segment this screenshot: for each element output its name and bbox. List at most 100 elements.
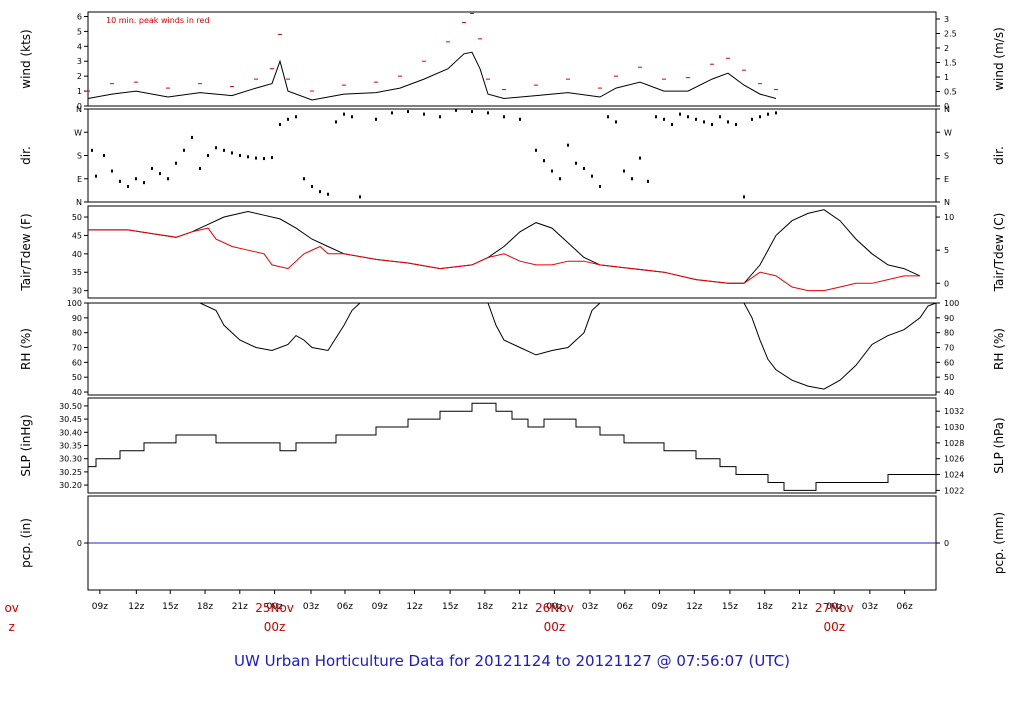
dir-point (575, 161, 577, 165)
temp-ylabel-left: Tair/Tdew (F) (19, 213, 33, 291)
dir-point (127, 185, 129, 188)
dir-left-tick-label: S (77, 152, 82, 161)
pcp-ylabel-right: pcp. (mm) (992, 512, 1006, 574)
rh-right-tick-label: 90 (944, 314, 954, 323)
x-tick-label: 09z (372, 602, 388, 612)
dir-left-tick-label: N (76, 198, 82, 207)
temp-right-tick-label: 5 (944, 246, 949, 255)
dir-point (407, 110, 409, 114)
dir-point (567, 143, 569, 147)
dir-point (559, 177, 561, 181)
temp-right-tick-label: 0 (944, 279, 949, 288)
rh-left-tick-label: 60 (72, 358, 82, 367)
x-tick-label: 03z (582, 602, 598, 612)
slp-left-tick-label: 30.50 (59, 402, 82, 411)
dir-ylabel-right: dir. (992, 146, 1006, 165)
wind-series-0-line (87, 51, 777, 101)
wind-left-tick-label: 5 (77, 27, 82, 36)
wind-left-tick-label: 1 (77, 87, 82, 96)
rh-left-tick-label: 40 (72, 388, 82, 397)
x-tick-label: 12z (406, 602, 422, 612)
dir-point (687, 115, 689, 119)
dir-point (351, 115, 353, 119)
dir-point (679, 112, 681, 116)
dir-point (671, 123, 673, 126)
wind-left-tick-label: 3 (77, 57, 82, 66)
dir-point (759, 115, 761, 119)
dir-point (767, 112, 769, 116)
x-tick-label: 12z (686, 602, 702, 612)
pcp-ylabel-left: pcp. (in) (19, 518, 33, 568)
dir-point (255, 156, 257, 160)
slp-left-tick-label: 30.30 (59, 455, 82, 464)
wind-left-tick-label: 4 (77, 42, 82, 51)
rh-ylabel-left: RH (%) (19, 328, 33, 370)
dir-point (199, 166, 201, 170)
dir-point (159, 172, 161, 176)
dir-point (503, 115, 505, 119)
x-tick-label: 09z (651, 602, 667, 612)
dir-point (91, 148, 93, 152)
rh-right-tick-label: 80 (944, 329, 954, 338)
dir-point (631, 177, 633, 181)
dir-point (519, 117, 521, 121)
dir-right-tick-label: N (944, 198, 950, 207)
dir-left-tick-label: W (74, 128, 82, 137)
dir-point (143, 181, 145, 185)
wind-ylabel-right: wind (m/s) (992, 27, 1006, 91)
dir-point (223, 148, 225, 152)
dir-point (551, 169, 553, 173)
temp-left-tick-label: 50 (72, 213, 82, 222)
dir-ylabel-left: dir. (19, 146, 33, 165)
x-tick-label: 00z (266, 602, 282, 612)
dir-point (295, 115, 297, 119)
rh-right-tick-label: 100 (944, 299, 959, 308)
wind-frame (87, 11, 937, 107)
x-tick-label: 18z (477, 602, 493, 612)
rh-right-tick-label: 50 (944, 373, 954, 382)
rh-left-tick-label: 80 (72, 329, 82, 338)
slp-left-tick-label: 30.45 (59, 415, 82, 424)
wind-right-tick-label: 3 (944, 15, 949, 24)
wind-right-tick-label: 0 (944, 102, 949, 111)
dir-point (327, 192, 329, 196)
slp-ylabel-right: SLP (hPa) (992, 417, 1006, 473)
temp-left-tick-label: 30 (72, 287, 82, 296)
temp-frame (87, 205, 937, 299)
x-tick-label: 18z (757, 602, 773, 612)
x-date-sublabel: z (9, 620, 15, 634)
x-tick-label: 15z (722, 602, 738, 612)
dir-point (335, 120, 337, 124)
dir-point (591, 174, 593, 178)
dir-point (287, 117, 289, 121)
slp-left-tick-label: 30.35 (59, 442, 82, 451)
rh-right-tick-label: 60 (944, 358, 954, 367)
slp-right-tick-label: 1026 (944, 455, 964, 464)
dir-point (207, 154, 209, 157)
wind-left-tick-label: 0 (77, 102, 82, 111)
rh-left-tick-label: 100 (67, 299, 82, 308)
x-tick-label: 09z (92, 602, 108, 612)
x-tick-label: 06z (337, 602, 353, 612)
dir-point (319, 190, 321, 194)
wind-left-tick-label: 2 (77, 72, 82, 81)
wind-right-tick-label: 2.5 (944, 29, 957, 38)
rh-ylabel-right: RH (%) (992, 328, 1006, 370)
dir-point (263, 157, 265, 161)
dir-point (647, 179, 649, 183)
dir-point (639, 156, 641, 160)
dir-point (727, 120, 729, 124)
dir-right-tick-label: S (944, 152, 949, 161)
dir-right-tick-label: E (944, 175, 949, 184)
dir-point (215, 146, 217, 150)
dir-point (183, 148, 185, 152)
x-tick-label: 21z (512, 602, 528, 612)
dir-point (615, 120, 617, 124)
wind-annotation: 10 min. peak winds in red (106, 16, 210, 25)
dir-point (95, 174, 97, 178)
wind-right-tick-label: 1 (944, 73, 949, 82)
wind-left-tick-label: 6 (77, 12, 82, 21)
x-date-sublabel: 00z (544, 620, 566, 634)
slp-series-0-line (88, 402, 936, 491)
